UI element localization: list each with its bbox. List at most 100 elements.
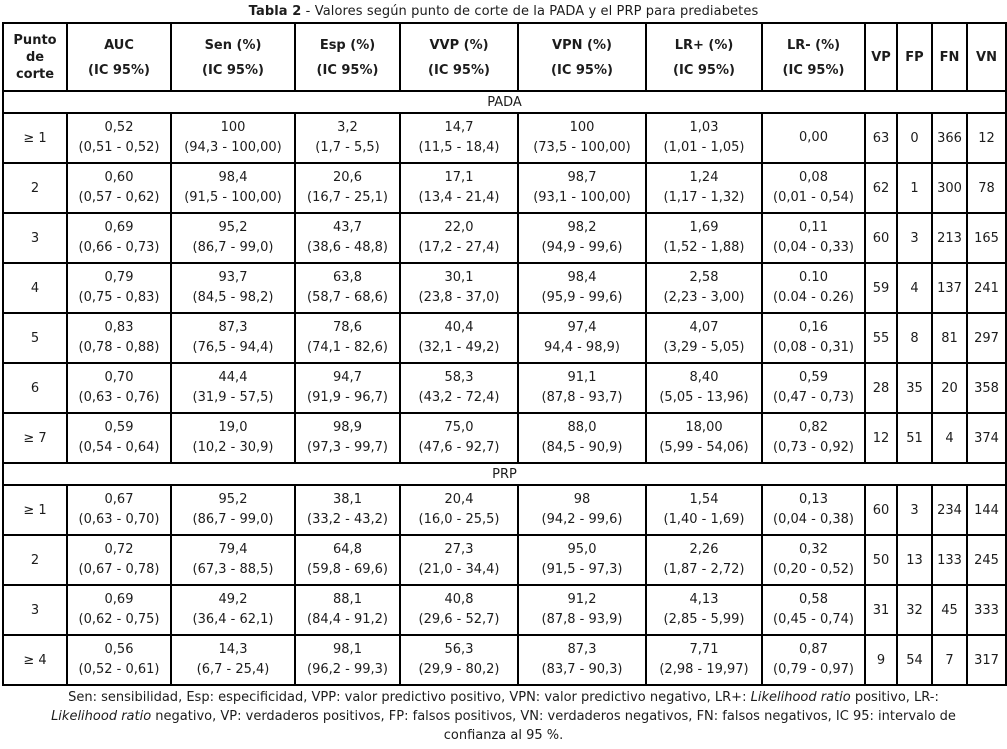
cell-lr-plus: 1,03 (1,01 - 1,05): [645, 112, 763, 164]
footnote: Sen: sensibilidad, Esp: especificidad, V…: [0, 688, 1007, 745]
cell-fp: 35: [896, 362, 933, 414]
table-row: ≥ 4 0,56 (0,52 - 0,61) 14,3 (6,7 - 25,4) 98,1…: [2, 634, 1007, 686]
section-label: PRP: [2, 462, 1007, 486]
cell-cutoff: 2: [2, 534, 68, 586]
cell-lr-minus: 0,16 (0,08 - 0,31): [761, 312, 866, 364]
cell-lr-minus: 0,58 (0,45 - 0,74): [761, 584, 866, 636]
cell-vn: 358: [966, 362, 1007, 414]
cell-esp: 3,2 (1,7 - 5,5): [294, 112, 401, 164]
cell-fp: 8: [896, 312, 933, 364]
cell-auc: 0,79 (0,75 - 0,83): [66, 262, 172, 314]
section-label: PADA: [2, 90, 1007, 114]
table-row: 6 0,70 (0,63 - 0,76) 44,4 (31,9 - 57,5) 94,7(…: [2, 362, 1007, 414]
cell-sen: 95,2 (86,7 - 99,0): [170, 484, 296, 536]
cell-vp: 28: [864, 362, 898, 414]
column-header-vpn: VPN (%) (IC 95%): [517, 22, 647, 92]
cell-cutoff: ≥ 1: [2, 484, 68, 536]
section-label-row: PRP: [2, 462, 1007, 486]
cell-fn: 137: [931, 262, 968, 314]
cell-vpn: 91,1 (87,8 - 93,7): [517, 362, 647, 414]
cell-lr-minus: 0,00: [761, 112, 866, 164]
cell-fn: 20: [931, 362, 968, 414]
column-header-cutoff: Punto de corte: [2, 22, 68, 92]
cell-cutoff: ≥ 4: [2, 634, 68, 686]
cell-esp: 20,6 (16,7 - 25,1): [294, 162, 401, 214]
cell-vp: 62: [864, 162, 898, 214]
cell-auc: 0,83 (0,78 - 0,88): [66, 312, 172, 364]
cell-lr-plus: 1,54 (1,40 - 1,69): [645, 484, 763, 536]
cell-lr-minus: 0,08 (0,01 - 0,54): [761, 162, 866, 214]
cell-fp: 32: [896, 584, 933, 636]
cell-sen: 79,4 (67,3 - 88,5): [170, 534, 296, 586]
table-row: 3 0,69 (0,66 - 0,73) 95,2 (86,7 - 99,0) 43,7(…: [2, 212, 1007, 264]
cell-vp: 59: [864, 262, 898, 314]
table-row: 3 0,69 (0,62 - 0,75) 49,2 (36,4 - 62,1) 88,1(…: [2, 584, 1007, 636]
cell-fp: 51: [896, 412, 933, 464]
column-header-auc: AUC (IC 95%): [66, 22, 172, 92]
footnote-text: positivo, LR-:: [850, 690, 939, 705]
column-header-esp: Esp (%) (IC 95%): [294, 22, 401, 92]
cell-sen: 98,4 (91,5 - 100,00): [170, 162, 296, 214]
cell-fn: 300: [931, 162, 968, 214]
cell-vvp: 58,3 (43,2 - 72,4): [399, 362, 519, 414]
header-row: Punto de corte AUC (IC 95%) Sen (%) (IC 95…: [2, 22, 1007, 92]
footnote-italic: Likelihood ratio: [51, 709, 152, 724]
cell-vpn: 98,7 (93,1 - 100,00): [517, 162, 647, 214]
cell-vn: 241: [966, 262, 1007, 314]
cell-vvp: 27,3 (21,0 - 34,4): [399, 534, 519, 586]
cell-vvp: 14,7 (11,5 - 18,4): [399, 112, 519, 164]
cell-fp: 3: [896, 484, 933, 536]
cell-lr-plus: 2,58 (2,23 - 3,00): [645, 262, 763, 314]
cell-esp: 63,8 (58,7 - 68,6): [294, 262, 401, 314]
column-header-vvp: VVP (%) (IC 95%): [399, 22, 519, 92]
column-header-lr-plus: LR+ (%) (IC 95%): [645, 22, 763, 92]
cell-vpn: 95,0 (91,5 - 97,3): [517, 534, 647, 586]
table-title-label: Tabla 2: [248, 4, 302, 19]
cell-vp: 31: [864, 584, 898, 636]
column-header-vn: VN: [966, 22, 1007, 92]
cell-sen: 49,2 (36,4 - 62,1): [170, 584, 296, 636]
cell-auc: 0,72 (0,67 - 0,78): [66, 534, 172, 586]
cell-vvp: 22,0 (17,2 - 27,4): [399, 212, 519, 264]
cell-esp: 94,7 (91,9 - 96,7): [294, 362, 401, 414]
cell-vp: 60: [864, 212, 898, 264]
cell-vpn: 87,3 (83,7 - 90,3): [517, 634, 647, 686]
table-row: ≥ 7 0,59 (0,54 - 0,64) 19,0 (10,2 - 30,9) 98,…: [2, 412, 1007, 464]
table-body: PADA ≥ 1 0,52 (0,51 - 0,52) 100 (94,3 - 100,0…: [2, 90, 1007, 686]
cell-lr-minus: 0,32 (0,20 - 0,52): [761, 534, 866, 586]
cell-esp: 38,1 (33,2 - 43,2): [294, 484, 401, 536]
cell-cutoff: 6: [2, 362, 68, 414]
cell-fn: 366: [931, 112, 968, 164]
cell-lr-plus: 1,69 (1,52 - 1,88): [645, 212, 763, 264]
cell-vp: 12: [864, 412, 898, 464]
column-header-vp: VP: [864, 22, 898, 92]
cell-fn: 213: [931, 212, 968, 264]
column-header-lr-minus: LR- (%) (IC 95%): [761, 22, 866, 92]
table-header: Punto de corte AUC (IC 95%) Sen (%) (IC 95…: [2, 22, 1007, 92]
cell-vpn: 98,2 (94,9 - 99,6): [517, 212, 647, 264]
cell-fn: 81: [931, 312, 968, 364]
section-label-row: PADA: [2, 90, 1007, 114]
column-header-sen: Sen (%) (IC 95%): [170, 22, 296, 92]
cell-vn: 78: [966, 162, 1007, 214]
cell-lr-minus: 0,59 (0,47 - 0,73): [761, 362, 866, 414]
cell-vvp: 20,4 (16,0 - 25,5): [399, 484, 519, 536]
cell-lr-minus: 0,13 (0,04 - 0,38): [761, 484, 866, 536]
footnote-italic: Likelihood ratio: [750, 690, 851, 705]
cell-auc: 0,69 (0,66 - 0,73): [66, 212, 172, 264]
cell-lr-minus: 0,87 (0,79 - 0,97): [761, 634, 866, 686]
cell-vn: 374: [966, 412, 1007, 464]
cell-esp: 78,6 (74,1 - 82,6): [294, 312, 401, 364]
column-header-fn: FN: [931, 22, 968, 92]
results-table: Punto de corte AUC (IC 95%) Sen (%) (IC 95…: [2, 22, 1007, 686]
cell-cutoff: 5: [2, 312, 68, 364]
table-row: ≥ 1 0,52 (0,51 - 0,52) 100 (94,3 - 100,00) 3,…: [2, 112, 1007, 164]
cell-auc: 0,52 (0,51 - 0,52): [66, 112, 172, 164]
cell-sen: 14,3 (6,7 - 25,4): [170, 634, 296, 686]
cell-auc: 0,69 (0,62 - 0,75): [66, 584, 172, 636]
table-row: 2 0,60 (0,57 - 0,62) 98,4 (91,5 - 100,00) 20,…: [2, 162, 1007, 214]
cell-vvp: 17,1 (13,4 - 21,4): [399, 162, 519, 214]
cell-cutoff: 2: [2, 162, 68, 214]
cell-vpn: 100 (73,5 - 100,00): [517, 112, 647, 164]
cell-sen: 87,3 (76,5 - 94,4): [170, 312, 296, 364]
